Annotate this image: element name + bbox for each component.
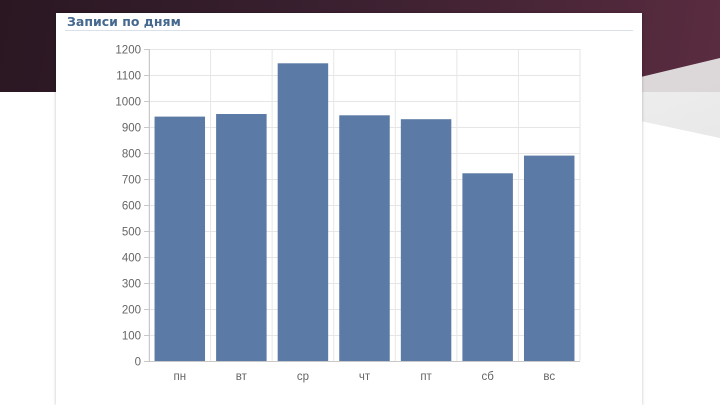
bar-вс	[523, 155, 575, 361]
title-divider	[65, 30, 633, 31]
y-tick-label: 700	[122, 175, 141, 187]
panel-title: Записи по дням	[67, 14, 181, 29]
label-layer: 0 100 200 300 400 500 600 700 800 900 1000 1100 1200…	[115, 45, 555, 384]
y-tick-label: 300	[122, 279, 141, 291]
x-tick-label: чт	[359, 371, 371, 383]
y-tick-label: 400	[122, 253, 141, 265]
x-tick-label: пт	[420, 371, 432, 383]
y-tick-label: 800	[122, 149, 141, 161]
chart-panel: Записи по дням 0 100 200 300 400 500 600 700 800…	[56, 13, 642, 405]
y-tick-label: 1100	[116, 71, 141, 83]
bar-вт	[216, 114, 267, 361]
y-tick-label: 100	[122, 331, 141, 343]
bar-чт	[339, 115, 390, 361]
y-tick-label: 600	[122, 201, 141, 213]
x-tick-label: ср	[297, 371, 309, 383]
y-tick-label: 500	[122, 227, 141, 239]
x-tick-label: вт	[236, 371, 248, 383]
bar-chart: 0 100 200 300 400 500 600 700 800 900 1000 1100 1200…	[115, 45, 581, 384]
axis-layer	[144, 49, 580, 362]
bar-ср	[277, 63, 329, 362]
y-tick-label: 900	[122, 123, 141, 135]
x-tick-label: сб	[481, 371, 494, 383]
bar-пт	[400, 119, 452, 361]
x-tick-label: пн	[173, 371, 186, 383]
bar-сб	[462, 173, 513, 361]
y-tick-label: 1200	[115, 45, 141, 57]
bar-пн	[154, 116, 206, 361]
x-tick-label: вс	[543, 371, 555, 383]
y-tick-label: 200	[122, 305, 141, 317]
y-tick-label: 0	[135, 357, 141, 369]
y-tick-label: 1000	[115, 97, 141, 109]
bar-layer	[154, 63, 575, 362]
